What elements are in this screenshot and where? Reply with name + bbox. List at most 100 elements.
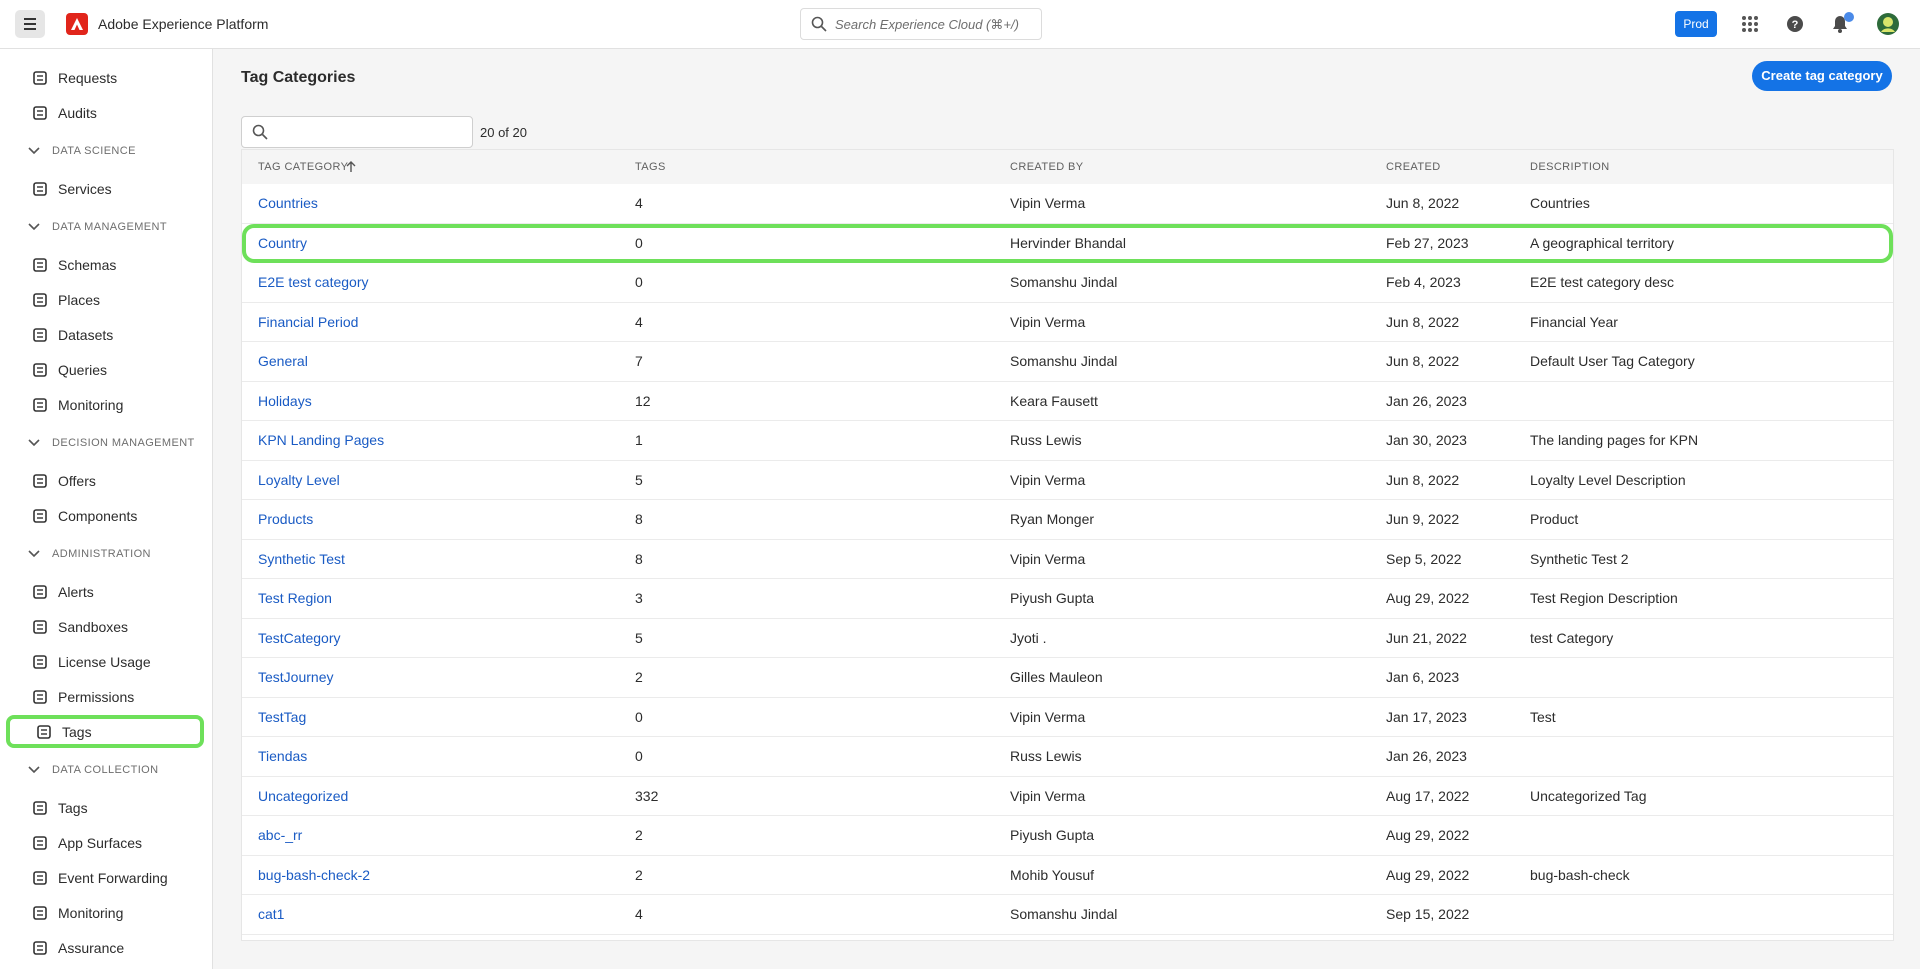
avatar[interactable] (1876, 12, 1900, 36)
nav-item[interactable]: Audits (6, 96, 204, 129)
nav-item[interactable]: Assurance (6, 931, 204, 964)
sort-ascending-icon[interactable] (346, 161, 356, 173)
nav-section[interactable]: DATA SCIENCE (26, 141, 136, 161)
category-link[interactable]: E2E test category (258, 274, 369, 290)
chevron (28, 439, 40, 447)
table-row[interactable]: Uncategorized 332 Vipin Verma Aug 17, 2022 U… (242, 777, 1893, 816)
nav-icon (33, 181, 47, 196)
cell: Piyush Gupta (1010, 827, 1095, 843)
product-name[interactable]: Adobe Experience Platform (98, 16, 269, 32)
category-link[interactable]: Test Region (258, 590, 332, 606)
category-link[interactable]: TestCategory (258, 629, 341, 646)
table-row[interactable]: bug-bash-check-2 2 Mohib Yousuf Aug 29, 202… (242, 856, 1893, 895)
table-row[interactable]: Countries 4 Vipin Verma Jun 8, 2022 Countrie… (242, 184, 1893, 224)
table-row[interactable]: Country 0 Hervinder Bhandal Feb 27, 2023 A g… (242, 223, 1893, 263)
column-header[interactable]: TAG CATEGORY (258, 150, 349, 184)
nav-item[interactable]: Permissions (6, 680, 204, 713)
category-link[interactable]: Products (258, 511, 314, 527)
nav-item[interactable]: Requests (6, 61, 204, 94)
category-link[interactable]: General (258, 353, 308, 369)
nav-item[interactable]: Queries (6, 353, 204, 386)
nav-label: Schemas (58, 256, 117, 273)
cell: Aug 17, 2022 (1386, 787, 1470, 804)
category-link[interactable]: TestJourney (258, 669, 334, 685)
notifications-icon[interactable] (1830, 11, 1856, 35)
cell: Jun 8, 2022 (1386, 313, 1460, 330)
nav-item[interactable]: Tags (6, 791, 204, 824)
menu-button[interactable] (15, 10, 45, 38)
cell: Piyush Gupta (1010, 590, 1095, 606)
cell: 4 (635, 906, 643, 922)
nav-item[interactable]: Datasets (6, 318, 204, 351)
adobe-logo[interactable] (66, 13, 88, 35)
cell: 4 (635, 195, 643, 211)
nav-item[interactable]: Services (6, 172, 204, 205)
table-row[interactable]: Financial Period 4 Vipin Verma Jun 8, 2022 F… (242, 303, 1893, 342)
cell: Aug 29, 2022 (1386, 866, 1470, 883)
nav-section[interactable]: DATA COLLECTION (26, 760, 158, 780)
table-row[interactable]: Loyalty Level 5 Vipin Verma Jun 8, 2022 Loya… (242, 461, 1893, 500)
section-label: DATA COLLECTION (52, 764, 159, 776)
category-link[interactable]: Financial Period (258, 313, 359, 330)
table-row[interactable]: Synthetic Test 8 Vipin Verma Sep 5, 2022 Syn… (242, 540, 1893, 579)
table-header: TAG CATEGORY TAGS CREATED BY CREATED DESCRIP… (242, 150, 1893, 184)
table-row[interactable]: abc-_rr 2 Piyush Gupta Aug 29, 2022 (242, 816, 1893, 856)
nav-item[interactable]: Places (6, 283, 204, 316)
menu-icon (24, 18, 36, 30)
category-link[interactable]: Countries (258, 195, 318, 211)
category-link[interactable]: Tiendas (258, 748, 308, 764)
category-link[interactable]: bug-bash-check-2 (258, 866, 371, 883)
table-row[interactable]: Holidays 12 Keara Fausett Jan 26, 2023 (242, 382, 1893, 421)
nav-section[interactable]: DECISION MANAGEMENT (26, 433, 195, 453)
cell: Loyalty Level Description (1530, 471, 1686, 488)
table-row[interactable]: Tiendas 0 Russ Lewis Jan 26, 2023 (242, 737, 1893, 777)
global-search[interactable]: Search Experience Cloud (⌘+/) (800, 8, 1042, 40)
table-row[interactable]: Test Region 3 Piyush Gupta Aug 29, 2022 Test… (242, 579, 1893, 619)
nav-item[interactable]: Tags (6, 715, 204, 748)
environment-button[interactable]: Prod (1675, 11, 1717, 37)
category-link[interactable]: Holidays (258, 392, 312, 409)
nav-item[interactable]: Offers (6, 464, 204, 497)
nav-item[interactable]: License Usage (6, 645, 204, 678)
category-link[interactable]: KPN Landing Pages (258, 432, 385, 448)
nav-item[interactable]: Event Forwarding (6, 861, 204, 894)
nav-label: Tags (58, 799, 88, 816)
nav-label: Event Forwarding (58, 869, 168, 886)
apps-icon[interactable] (1741, 15, 1759, 33)
table-row[interactable]: cat1 4 Somanshu Jindal Sep 15, 2022 (242, 895, 1893, 935)
table-row[interactable]: TestCategory 5 Jyoti . Jun 21, 2022 test Cat… (242, 619, 1893, 658)
category-link[interactable]: abc-_rr (258, 827, 303, 843)
cell: Jan 6, 2023 (1386, 669, 1460, 685)
cell: Sep 15, 2022 (1386, 906, 1470, 922)
nav-label: Alerts (58, 583, 94, 600)
category-link[interactable]: cat1 (258, 906, 285, 922)
nav-label: License Usage (58, 653, 151, 670)
nav-section[interactable]: ADMINISTRATION (26, 544, 151, 564)
category-link[interactable]: Loyalty Level (258, 471, 340, 488)
category-link[interactable]: Uncategorized (258, 787, 349, 804)
category-link[interactable]: Synthetic Test (258, 550, 345, 567)
help-icon[interactable]: ? (1786, 15, 1804, 33)
table-row[interactable]: TestTag 0 Vipin Verma Jan 17, 2023 Test (242, 698, 1893, 737)
cell: Mohib Yousuf (1010, 866, 1095, 883)
category-link[interactable]: TestTag (258, 708, 307, 725)
nav-item[interactable]: Sandboxes (6, 610, 204, 643)
nav-item[interactable]: Schemas (6, 248, 204, 281)
nav-item[interactable]: App Surfaces (6, 826, 204, 859)
table-search[interactable] (241, 116, 473, 148)
nav-item[interactable]: Components (6, 499, 204, 532)
nav-item[interactable]: Monitoring (6, 896, 204, 929)
cell: 12 (635, 392, 651, 409)
category-link[interactable]: Country (258, 234, 308, 251)
table-row[interactable]: Products 8 Ryan Monger Jun 9, 2022 Product (242, 500, 1893, 540)
nav-label: Requests (58, 69, 118, 86)
nav-item[interactable]: Monitoring (6, 388, 204, 421)
create-button[interactable]: Create tag category (1752, 61, 1892, 91)
cell: A geographical territory (1530, 234, 1674, 251)
nav-section[interactable]: DATA MANAGEMENT (26, 217, 167, 237)
table-row[interactable]: General 7 Somanshu Jindal Jun 8, 2022 Defaul… (242, 342, 1893, 382)
table-row[interactable]: E2E test category 0 Somanshu Jindal Feb 4, … (242, 263, 1893, 303)
nav-item[interactable]: Alerts (6, 575, 204, 608)
table-row[interactable]: KPN Landing Pages 1 Russ Lewis Jan 30, 2023… (242, 421, 1893, 461)
table-row[interactable]: TestJourney 2 Gilles Mauleon Jan 6, 2023 (242, 658, 1893, 698)
